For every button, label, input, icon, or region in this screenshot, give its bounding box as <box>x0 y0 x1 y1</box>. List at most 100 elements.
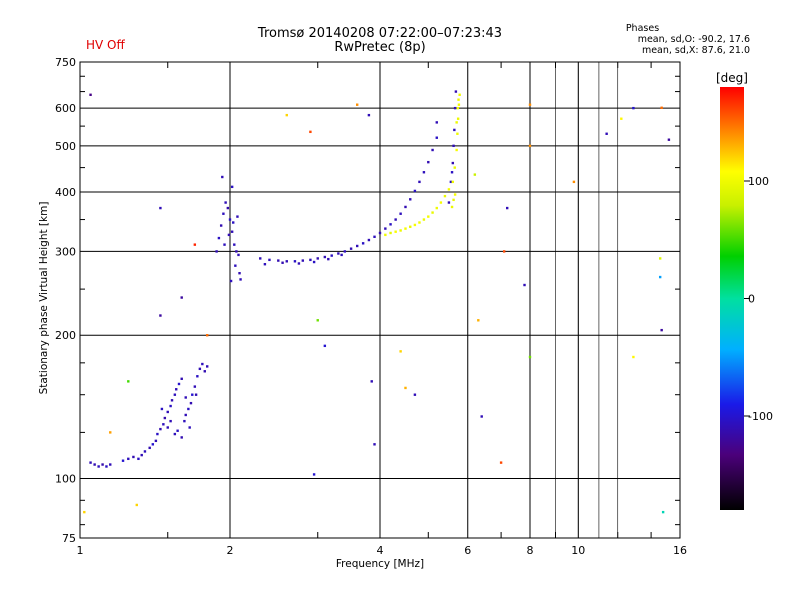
chart-subtitle: RwPretec (8p) <box>334 40 426 55</box>
data-point <box>413 393 417 396</box>
data-point <box>159 314 162 317</box>
data-point <box>361 242 365 245</box>
data-point <box>281 261 284 264</box>
data-point <box>105 465 108 468</box>
data-point <box>605 132 608 135</box>
data-point <box>473 173 477 176</box>
data-point <box>418 221 421 224</box>
data-point <box>399 350 402 353</box>
data-point <box>127 380 130 383</box>
colorbar <box>720 87 744 510</box>
data-point <box>323 344 327 348</box>
data-point <box>205 365 209 368</box>
data-point <box>457 103 461 106</box>
x-tick-label: 8 <box>527 544 534 557</box>
data-point <box>452 198 455 202</box>
data-point <box>456 106 459 110</box>
data-point <box>528 103 532 106</box>
data-point <box>477 319 480 322</box>
data-point <box>222 212 225 215</box>
y-axis-label: Stationary phase Virtual Height [km] <box>38 202 50 395</box>
data-point <box>219 224 223 227</box>
data-point <box>394 218 397 221</box>
data-point <box>89 93 92 96</box>
data-point <box>370 380 373 383</box>
data-point <box>422 171 426 174</box>
data-point <box>450 205 454 209</box>
data-point <box>373 235 376 238</box>
chart-title: Tromsø 20140208 07:22:00–07:23:43 <box>257 26 503 41</box>
y-tick-label: 400 <box>55 186 76 199</box>
data-point <box>505 206 509 210</box>
data-point <box>309 130 312 134</box>
data-point <box>235 250 238 253</box>
y-tick-label: 750 <box>55 56 76 69</box>
data-point <box>404 205 407 209</box>
data-point <box>166 426 169 429</box>
data-point <box>180 296 183 299</box>
data-point <box>143 450 147 453</box>
data-point <box>453 193 457 196</box>
data-point <box>632 106 635 110</box>
data-point <box>451 161 455 165</box>
data-point <box>323 255 327 259</box>
data-point <box>151 443 155 446</box>
data-point <box>312 260 316 264</box>
data-point <box>221 175 224 179</box>
data-point <box>480 415 483 418</box>
data-point <box>309 258 312 262</box>
data-point <box>449 180 453 184</box>
data-point <box>223 243 226 246</box>
data-point <box>389 231 392 235</box>
data-point <box>236 215 239 218</box>
data-point <box>435 206 438 210</box>
data-point <box>422 218 426 221</box>
colorbar-tick-label: -100 <box>748 410 773 423</box>
data-point <box>184 413 187 417</box>
data-point <box>162 423 165 426</box>
data-point <box>176 429 179 432</box>
data-point <box>169 419 172 423</box>
data-point <box>418 180 421 184</box>
data-point <box>160 407 164 411</box>
data-point <box>180 436 183 439</box>
data-point <box>184 396 187 399</box>
data-point <box>191 393 194 396</box>
plot-axes: 75 100 200 300 400 500 600 750 1 2 4 6 8 10 16 <box>55 56 687 557</box>
data-point <box>378 231 382 235</box>
data-point <box>450 171 454 174</box>
data-point <box>658 257 662 260</box>
data-point <box>499 461 503 464</box>
data-point <box>389 223 392 226</box>
data-point <box>455 148 458 152</box>
data-point <box>234 264 237 267</box>
data-point <box>502 250 506 253</box>
data-point <box>93 463 96 466</box>
data-point <box>453 166 456 169</box>
x-axis-label: Frequency [MHz] <box>336 558 424 570</box>
colorbar-tick-label: 0 <box>748 293 755 306</box>
data-point <box>196 375 199 378</box>
data-point <box>452 144 455 148</box>
data-point <box>435 136 438 139</box>
y-tick-label: 100 <box>55 473 76 486</box>
data-point <box>355 244 359 248</box>
data-point <box>455 121 458 124</box>
data-point <box>327 257 330 261</box>
data-point <box>259 257 262 260</box>
phases-o-stats: mean, sd,O: -90.2, 17.6 <box>637 34 750 45</box>
x-tick-label: 10 <box>571 544 585 557</box>
data-point <box>215 250 218 253</box>
data-point <box>340 253 343 257</box>
data-point <box>159 427 162 431</box>
data-point <box>173 432 177 436</box>
data-point <box>233 243 236 246</box>
data-point <box>140 453 143 457</box>
data-point <box>660 106 663 109</box>
data-point <box>301 259 305 262</box>
data-point <box>453 106 457 110</box>
plot-frame <box>79 61 681 539</box>
data-point <box>163 416 167 420</box>
data-point <box>528 144 532 148</box>
data-point <box>349 247 353 250</box>
